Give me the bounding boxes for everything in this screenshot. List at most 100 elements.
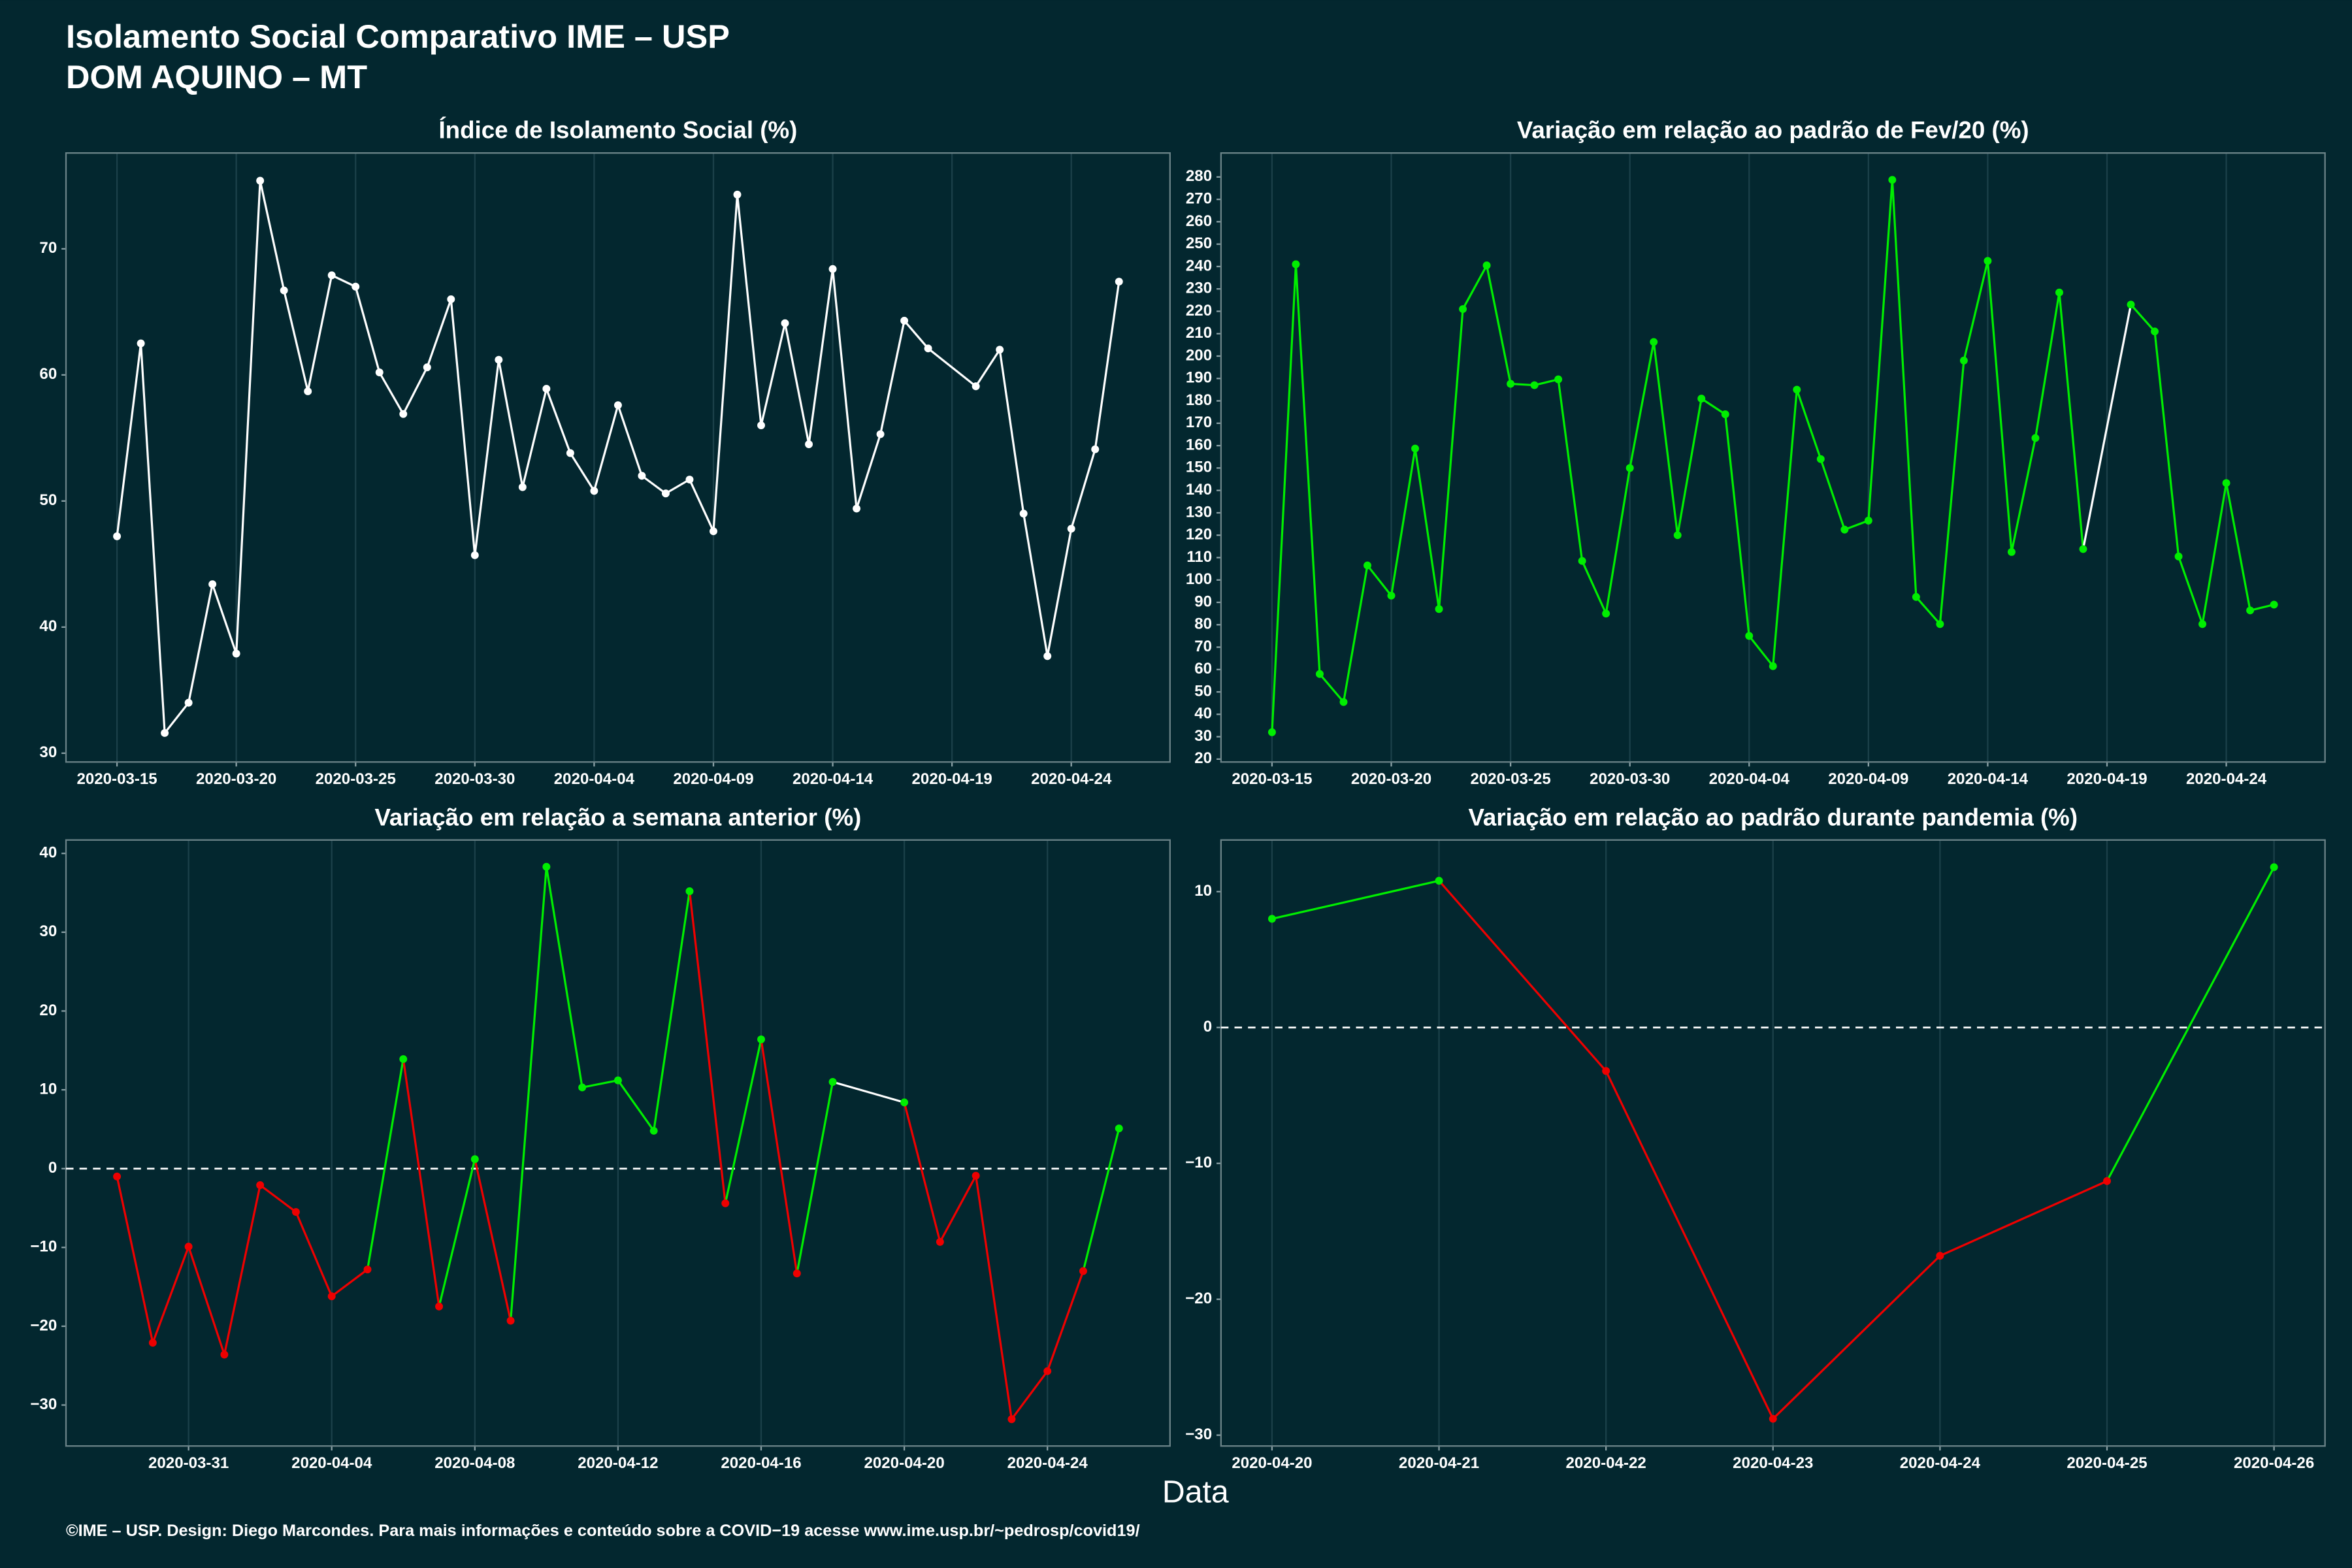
- data-point: [423, 363, 431, 372]
- line-segment: [2010, 438, 2037, 553]
- data-point: [1007, 1415, 1016, 1424]
- line-segment: [1437, 308, 1464, 610]
- line-segment: [1652, 342, 1679, 536]
- line-segment: [975, 349, 1001, 387]
- data-point: [2055, 288, 2063, 297]
- x-tick-label: 2020-04-16: [721, 1454, 801, 1472]
- line-segment: [211, 583, 238, 654]
- data-point: [1339, 698, 1348, 706]
- line-segment: [1557, 379, 1584, 561]
- data-point: [972, 382, 980, 391]
- line-segment: [474, 1158, 512, 1321]
- data-point: [649, 1126, 658, 1135]
- line-segment: [808, 269, 834, 445]
- data-point: [2222, 479, 2230, 487]
- line-segment: [449, 299, 476, 555]
- line-segment: [366, 1058, 404, 1270]
- data-point: [495, 355, 503, 364]
- line-segment: [617, 1079, 655, 1132]
- data-point: [2246, 606, 2255, 615]
- line-segment: [1511, 382, 1535, 387]
- panel-title: Índice de Isolamento Social (%): [438, 117, 797, 144]
- data-point: [2270, 600, 2278, 609]
- line-segment: [545, 866, 583, 1088]
- line-segment: [796, 1081, 834, 1274]
- data-point: [1602, 610, 1610, 618]
- line-segment: [2201, 483, 2228, 625]
- line-segment: [998, 350, 1025, 514]
- y-tick-label: 30: [1194, 727, 1212, 745]
- y-tick-label: −30: [30, 1396, 57, 1413]
- x-tick-label: 2020-03-20: [196, 770, 276, 788]
- line-segment: [1701, 397, 1726, 416]
- data-point: [351, 282, 360, 291]
- data-point: [1936, 620, 1944, 629]
- data-point: [613, 401, 622, 410]
- line-segment: [1022, 513, 1049, 657]
- y-tick-label: −20: [30, 1316, 57, 1334]
- line-segment: [1486, 265, 1512, 384]
- y-tick-label: 90: [1194, 593, 1212, 610]
- x-tick-label: 2020-04-04: [1709, 770, 1790, 788]
- line-segment: [1629, 342, 1655, 468]
- line-segment: [1011, 1370, 1049, 1420]
- line-segment: [235, 180, 261, 654]
- line-segment: [1891, 180, 1918, 597]
- line-segment: [2225, 483, 2251, 611]
- line-segment: [724, 1039, 762, 1204]
- line-segment: [402, 1058, 440, 1307]
- x-tick-label: 2020-04-20: [864, 1454, 944, 1472]
- data-point: [900, 1098, 909, 1107]
- line-segment: [1414, 448, 1441, 610]
- data-point: [853, 504, 861, 513]
- y-tick-label: 210: [1186, 324, 1212, 342]
- data-point: [506, 1316, 515, 1325]
- x-tick-label: 2020-04-09: [1828, 770, 1908, 788]
- data-point: [590, 487, 598, 495]
- data-point: [113, 1172, 122, 1181]
- line-segment: [354, 286, 381, 373]
- data-point: [232, 649, 240, 658]
- data-point: [972, 1171, 980, 1180]
- data-point: [1435, 877, 1443, 885]
- line-segment: [295, 1211, 333, 1297]
- data-point: [805, 440, 813, 448]
- y-tick-label: 120: [1186, 526, 1212, 544]
- y-tick-label: 40: [39, 844, 57, 862]
- line-segment: [1986, 261, 2013, 553]
- data-point: [137, 339, 145, 348]
- line-segment: [521, 388, 547, 487]
- line-segment: [2034, 292, 2061, 438]
- data-point: [1650, 338, 1658, 346]
- line-segment: [1070, 449, 1096, 529]
- data-point: [1387, 591, 1396, 600]
- data-point: [1115, 1124, 1123, 1133]
- y-tick-label: −30: [1185, 1426, 1212, 1443]
- y-tick-label: 130: [1186, 503, 1212, 521]
- y-tick-label: 60: [39, 365, 57, 383]
- line-segment: [1581, 560, 1607, 614]
- data-point: [1482, 261, 1491, 270]
- data-point: [184, 1243, 193, 1251]
- line-segment: [903, 319, 929, 350]
- line-segment: [736, 194, 762, 426]
- footer: ©IME – USP. Design: Diego Marcondes. Par…: [66, 1522, 1140, 1540]
- y-tick-label: 270: [1186, 189, 1212, 207]
- x-tick-label: 2020-04-12: [578, 1454, 658, 1472]
- y-tick-label: 190: [1186, 369, 1212, 387]
- panel-title: Variação em relação ao padrão de Fev/20 …: [1517, 117, 2029, 144]
- data-point: [280, 286, 288, 295]
- line-segment: [653, 890, 691, 1132]
- data-point: [447, 295, 455, 304]
- data-point: [363, 1266, 372, 1274]
- line-segment: [116, 1176, 154, 1343]
- data-point: [1067, 525, 1075, 533]
- line-segment: [832, 1081, 905, 1103]
- data-point: [1816, 455, 1825, 463]
- line-segment: [259, 1184, 297, 1213]
- line-segment: [331, 1268, 368, 1298]
- line-segment: [581, 1079, 619, 1089]
- data-point: [1364, 561, 1371, 570]
- data-point: [161, 728, 169, 737]
